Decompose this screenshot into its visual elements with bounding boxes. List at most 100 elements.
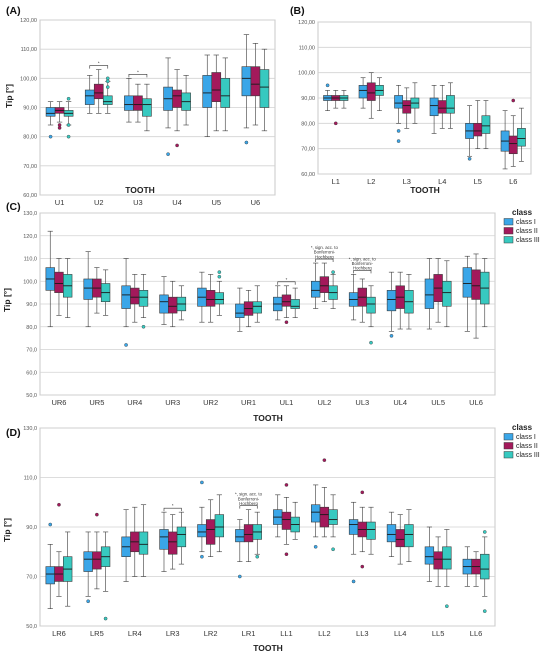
outlier-point [445, 604, 449, 609]
box-iqr [168, 531, 178, 555]
legend-swatch [503, 227, 514, 235]
box-iqr [366, 296, 376, 314]
box-ul5-class-iii [442, 260, 452, 328]
legend-swatch [503, 442, 514, 450]
x-tick-label: U5 [211, 198, 221, 207]
outlier-point [105, 85, 110, 89]
significance-bracket [277, 281, 296, 285]
box-l5-class-iii [481, 100, 491, 149]
outlier-point [482, 609, 487, 613]
panel-label: (A) [6, 5, 21, 17]
box-iqr [471, 269, 481, 300]
x-tick-label: L1 [332, 177, 340, 186]
y-tick-label: 80,00 [301, 121, 315, 127]
outlier-point [331, 547, 335, 552]
box-ur3-class-iii [176, 285, 187, 321]
significance-note: *, sign. acc. to Bonferroni-Hochberg [235, 492, 263, 506]
box-iqr [93, 83, 104, 100]
box-u2-class-ii [93, 69, 104, 114]
box-iqr [348, 519, 359, 535]
box-iqr [250, 66, 261, 97]
box-ll6-class-ii [471, 551, 481, 587]
x-tick-label: UR6 [51, 398, 66, 407]
box-iqr [220, 78, 231, 108]
box-ul6-class-i [462, 255, 472, 332]
legend-entry: class I [516, 219, 536, 226]
outlier-point [57, 123, 62, 127]
box-ll4-class-iii [404, 509, 414, 562]
legend-entry: class III [516, 452, 540, 459]
box-iqr [480, 553, 490, 580]
box-ll5-class-ii [433, 536, 443, 587]
y-tick-label: 100,00 [20, 76, 37, 82]
outlier-point [396, 139, 401, 143]
significance-ul2: *, sign. acc. to Bonferroni-Hochberg [311, 245, 338, 263]
legend: class class I class II class III [503, 423, 540, 459]
box-iqr [386, 524, 397, 543]
significance-u3: * [128, 69, 148, 78]
outlier-point [175, 143, 179, 148]
outlier-point [217, 274, 222, 279]
box-u5-class-ii [211, 54, 222, 132]
panel-b: 60,00 70,00 80,00 90,00 100,00 110,00 120,00 (B… [290, 5, 532, 195]
y-tick-label: 120,0 [23, 234, 37, 240]
box-lr3-class-iii [176, 511, 187, 565]
box-iqr [366, 82, 376, 101]
outlier-point [95, 512, 99, 517]
x-tick-label: U4 [172, 198, 182, 207]
x-tick-label: L2 [367, 177, 375, 186]
y-tick-label: 110,00 [21, 47, 37, 53]
legend-swatch [503, 236, 514, 244]
legend-entry: class II [516, 228, 538, 235]
box-iqr [281, 511, 292, 530]
box-l2-class-iii [375, 77, 384, 111]
box-iqr [319, 276, 330, 293]
box-iqr [481, 115, 491, 134]
box-iqr [211, 72, 222, 102]
box-iqr [121, 285, 131, 309]
box-iqr [243, 524, 254, 543]
box-ul2-class-iii [328, 270, 338, 309]
box-ur5-class-ii [92, 267, 102, 314]
box-iqr [176, 526, 187, 548]
outlier-point [200, 554, 204, 559]
box-lr4-class-i [121, 509, 131, 582]
panel-a: 60,00 70,00 80,00 90,00 100,00 110,00 120,00(A… [4, 5, 276, 207]
significance-bracket [239, 505, 258, 509]
legend-swatch [503, 451, 514, 459]
y-tick-label: 120,00 [20, 18, 37, 24]
y-tick-label: 100,00 [298, 71, 315, 77]
x-tick-label: LR5 [90, 629, 104, 638]
box-u3-class-i [124, 78, 134, 123]
outlier-point [511, 98, 516, 103]
significance-marker: * [137, 69, 139, 74]
box-iqr [319, 506, 330, 528]
significance-bracket [315, 258, 334, 263]
box-u2-class-i [84, 75, 95, 114]
outlier-point [166, 152, 170, 156]
box-u1-class-ii [54, 101, 65, 130]
x-tick-label: LL5 [432, 629, 445, 638]
x-tick-label: LR3 [166, 629, 180, 638]
box-lr2-class-iii [214, 494, 225, 553]
outlier-point [141, 324, 146, 329]
box-ur2-class-iii [214, 270, 225, 316]
box-iqr [124, 95, 134, 111]
x-tick-label: UR3 [165, 398, 180, 407]
x-tick-label: L6 [509, 177, 517, 186]
x-axis-title: TOOTH [125, 185, 155, 195]
box-iqr [142, 98, 152, 117]
box-ul1-class-i [273, 285, 283, 321]
x-tick-label: UR4 [127, 398, 142, 407]
outlier-point [360, 564, 365, 569]
outlier-point [333, 121, 338, 126]
outlier-point [467, 156, 472, 161]
significance-note-line: *, sign. acc. to [349, 256, 377, 261]
y-tick-label: 90,00 [301, 96, 315, 102]
x-tick-label: U3 [133, 198, 143, 207]
y-tick-label: 60,00 [301, 172, 315, 178]
box-iqr [241, 66, 252, 97]
significance-marker: * [98, 61, 100, 66]
significance-marker: * [286, 277, 288, 282]
outlier-point [48, 134, 53, 139]
